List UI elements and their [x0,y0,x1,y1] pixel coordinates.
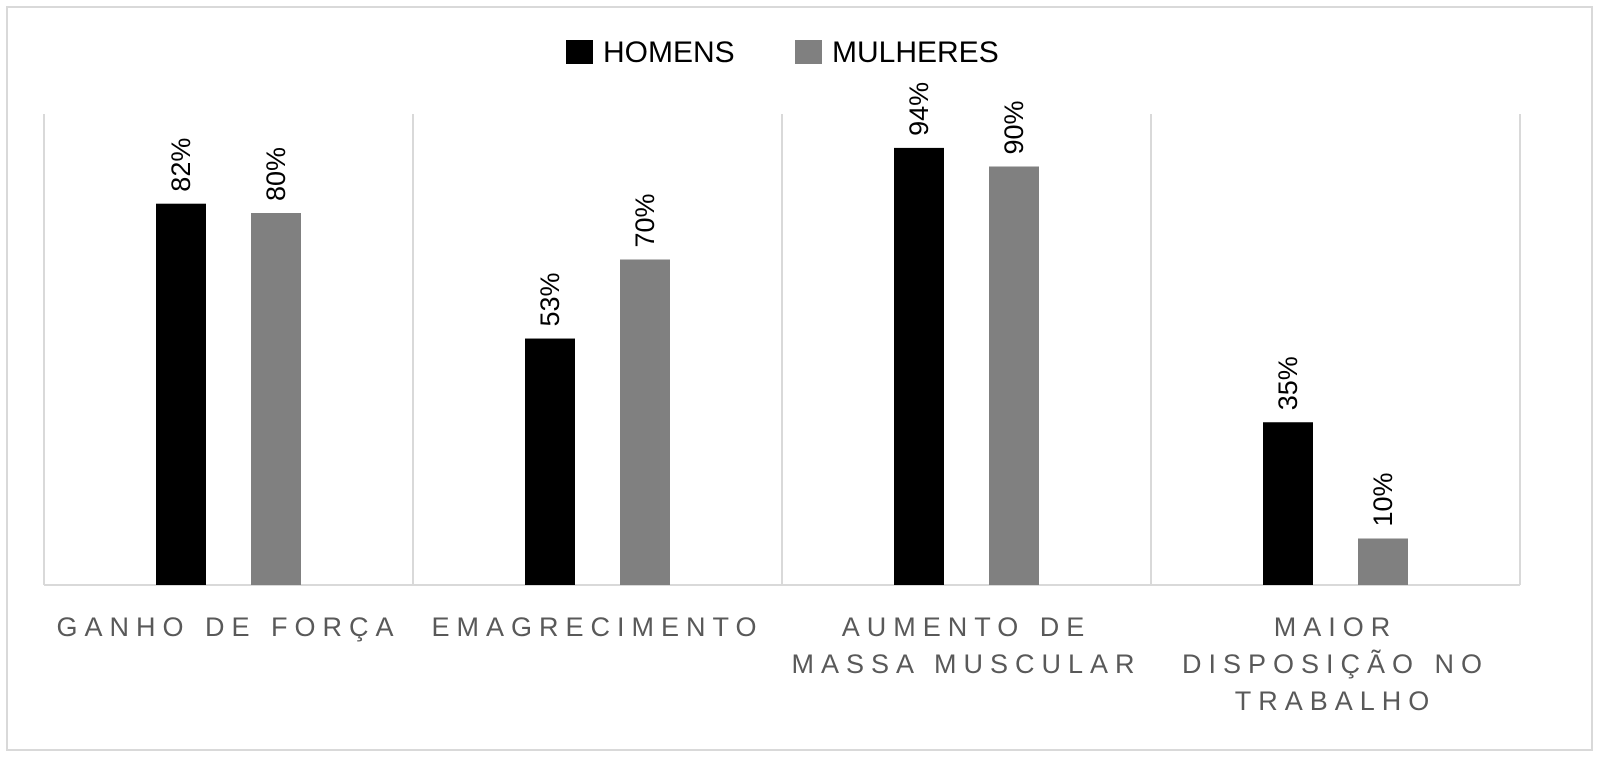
bar-homens-maior-disposicao-no-trabalho [1263,422,1313,585]
value-label-homens-aumento-de-massa-muscular: 94% [904,82,934,136]
category-label-maior-disposicao-no-trabalho-line-2: TRABALHO [1235,686,1437,716]
value-label-mulheres-aumento-de-massa-muscular: 90% [999,100,1029,154]
value-label-mulheres-maior-disposicao-no-trabalho: 10% [1368,472,1398,526]
value-label-homens-emagrecimento: 53% [535,273,565,327]
value-label-mulheres-emagrecimento: 70% [630,193,660,247]
value-label-homens-ganho-de-forca: 82% [166,138,196,192]
category-label-aumento-de-massa-muscular-line-1: MASSA MUSCULAR [791,649,1141,679]
category-label-ganho-de-forca-line-0: GANHO DE FORÇA [56,612,400,642]
bar-mulheres-aumento-de-massa-muscular [989,166,1039,585]
value-label-homens-maior-disposicao-no-trabalho: 35% [1273,356,1303,410]
bar-mulheres-emagrecimento [620,259,670,585]
legend-label-homens: HOMENS [603,36,735,69]
bar-homens-emagrecimento [525,338,575,585]
category-label-emagrecimento-line-0: EMAGRECIMENTO [431,612,763,642]
category-label-aumento-de-massa-muscular-line-0: AUMENTO DE [842,612,1092,642]
bar-homens-ganho-de-forca [156,203,206,585]
legend-swatch-mulheres [795,40,822,64]
category-label-maior-disposicao-no-trabalho-line-1: DISPOSIÇÃO NO [1182,648,1489,679]
legend-swatch-homens [566,40,593,64]
bar-mulheres-maior-disposicao-no-trabalho [1358,538,1408,585]
legend-label-mulheres: MULHERES [832,36,999,69]
bar-mulheres-ganho-de-forca [251,213,301,585]
category-label-maior-disposicao-no-trabalho-line-0: MAIOR [1274,612,1398,642]
bar-homens-aumento-de-massa-muscular [894,147,944,585]
value-label-mulheres-ganho-de-forca: 80% [261,147,291,201]
